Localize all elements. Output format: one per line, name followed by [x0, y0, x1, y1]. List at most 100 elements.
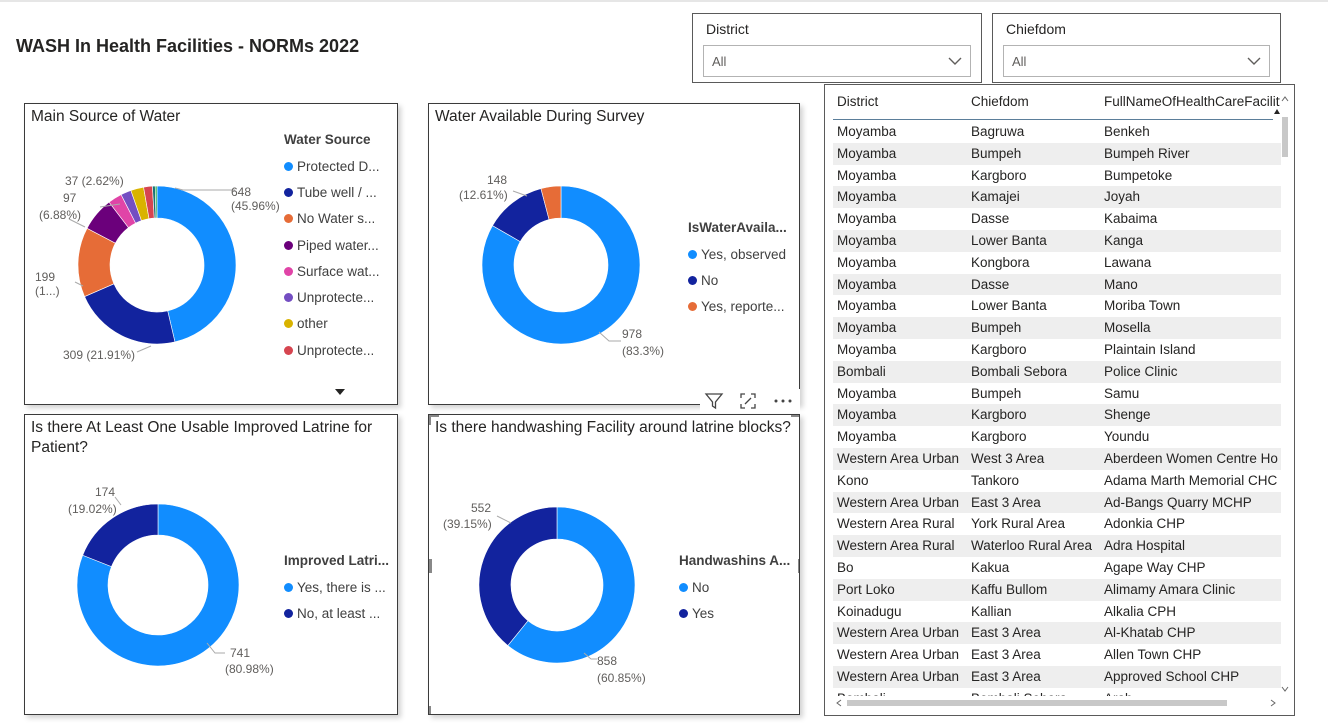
legend-item[interactable]: Yes, reporte...: [688, 294, 787, 320]
chiefdom-slicer[interactable]: Chiefdom All: [992, 13, 1281, 83]
legend-item[interactable]: Surface wat...: [284, 258, 380, 284]
chiefdom-cell: Lower Banta: [971, 232, 1047, 248]
district-dropdown[interactable]: All: [703, 45, 971, 77]
improved-latrine-card[interactable]: Is there At Least One Usable Improved La…: [24, 414, 398, 715]
table-row[interactable]: Western Area Urban East 3 Area Approved Sc…: [833, 665, 1281, 688]
scroll-right-icon[interactable]: [1269, 699, 1277, 707]
table-row[interactable]: Bombali Bombali SeboraArab: [833, 688, 1281, 696]
district-cell: Moyamba: [837, 254, 897, 270]
table-row[interactable]: Moyamba Lower Banta Kanga: [833, 229, 1281, 252]
table-row[interactable]: Moyamba Bagruwa Benkeh: [833, 121, 1281, 143]
legend-title: IsWaterAvaila...: [688, 220, 787, 235]
table-row[interactable]: Moyamba Kongbora Lawana: [833, 252, 1281, 274]
resize-handle[interactable]: [429, 559, 432, 573]
table-row[interactable]: Western Area Rural Waterloo Rural Area Adr…: [833, 535, 1281, 557]
more-options-icon[interactable]: [772, 391, 794, 411]
horizontal-scrollbar[interactable]: [833, 697, 1281, 709]
vertical-scrollbar[interactable]: [1280, 95, 1290, 695]
scrollbar-thumb[interactable]: [1282, 117, 1288, 157]
leader-line: [512, 190, 528, 197]
scroll-left-icon[interactable]: [835, 699, 843, 707]
donut-slice[interactable]: [76, 503, 240, 667]
handwashing-legend[interactable]: Handwashins A... No Yes: [679, 553, 790, 627]
table-row[interactable]: Kono Tankoro Adama Marth Memorial CHC: [833, 470, 1281, 492]
donut-slice[interactable]: [478, 506, 558, 646]
donut-slice[interactable]: [82, 503, 159, 568]
legend-item[interactable]: No: [679, 574, 790, 600]
table-row[interactable]: Moyamba Kamajei Joyah: [833, 186, 1281, 209]
legend-item[interactable]: Piped water...: [284, 232, 380, 258]
table-row[interactable]: Moyamba Kargboro Bumpetoke: [833, 165, 1281, 187]
legend-item[interactable]: other: [284, 311, 380, 337]
legend-scroll-down-icon[interactable]: [334, 388, 346, 396]
table-row[interactable]: Western Area Rural York Rural Area Adonkia…: [833, 513, 1281, 535]
legend-item[interactable]: No: [688, 267, 787, 293]
water-available-card[interactable]: Water Available During Survey 148 (12.61…: [428, 103, 800, 405]
table-row[interactable]: Port Loko Kaffu Bullom Alimamy Amara Clini…: [833, 578, 1281, 601]
chevron-down-icon[interactable]: [1245, 52, 1263, 70]
scroll-down-icon[interactable]: [1281, 685, 1289, 693]
main-source-of-water-card[interactable]: Main Source of Water 648 (45.96%) 309 (2…: [24, 103, 398, 405]
table-row[interactable]: Moyamba Kargboro Plaintain Island: [833, 339, 1281, 361]
column-header-chiefdom[interactable]: Chiefdom: [971, 94, 1029, 109]
sort-ascending-icon[interactable]: [1273, 107, 1281, 115]
resize-handle[interactable]: [791, 706, 800, 715]
table-row[interactable]: Bombali Bombali Sebora Police Clinic: [833, 360, 1281, 383]
donut-slice[interactable]: [156, 185, 237, 343]
legend-item[interactable]: Unprotecte...: [284, 284, 380, 310]
legend-item[interactable]: Yes, observed: [688, 241, 787, 267]
donut-slice[interactable]: [154, 185, 158, 219]
donut-slice[interactable]: [84, 283, 176, 345]
focus-mode-icon[interactable]: [738, 391, 758, 411]
donut-slice[interactable]: [540, 185, 562, 220]
table-row[interactable]: Moyamba Dasse Mano: [833, 273, 1281, 296]
resize-handle[interactable]: [791, 415, 800, 425]
legend-item[interactable]: No Water s...: [284, 206, 380, 232]
facility-table[interactable]: District Chiefdom FullNameOfHealthCareFa…: [824, 84, 1295, 716]
table-row[interactable]: Western Area Urban West 3 Area Aberdeen Wo…: [833, 447, 1281, 470]
column-header-facility[interactable]: FullNameOfHealthCareFacility: [1104, 94, 1280, 109]
resize-handle[interactable]: [798, 559, 800, 573]
chiefdom-dropdown[interactable]: All: [1003, 45, 1270, 77]
table-row[interactable]: Koinadugu Kallian Alkalia CPH: [833, 601, 1281, 623]
resize-handle[interactable]: [429, 706, 439, 715]
table-row[interactable]: Moyamba Bumpeh Bumpeh River: [833, 142, 1281, 165]
legend-label: No: [692, 579, 710, 595]
handwashing-donut-chart[interactable]: 552 (39.15%) 858 (60.85%): [429, 415, 800, 715]
improved-latrine-donut-chart[interactable]: 174 (19.02%) 741 (80.98%): [25, 415, 398, 715]
table-row[interactable]: Western Area Urban East 3 Area Al-Khatab C…: [833, 622, 1281, 645]
water-available-donut-chart[interactable]: 148 (12.61%) 978 (83.3%): [429, 104, 800, 405]
scroll-up-icon[interactable]: [1281, 95, 1289, 103]
water-available-legend[interactable]: IsWaterAvaila... Yes, observed No Yes, r…: [688, 220, 787, 320]
legend-item[interactable]: No, at least ...: [284, 600, 389, 626]
filter-icon[interactable]: [704, 391, 724, 411]
legend-item[interactable]: Unprotecte...: [284, 337, 380, 363]
table-row[interactable]: Bo Kakua Agape Way CHP: [833, 557, 1281, 579]
table-row[interactable]: Moyamba Bumpeh Samu: [833, 383, 1281, 405]
table-row[interactable]: Moyamba Dasse Kabaima: [833, 208, 1281, 230]
donut-slice[interactable]: [507, 506, 636, 664]
water-source-donut-chart[interactable]: 648 (45.96%) 309 (21.91%) 199 (1...) 97 …: [25, 104, 398, 405]
chevron-down-icon[interactable]: [946, 52, 964, 70]
donut-slice[interactable]: [481, 185, 641, 345]
scrollbar-thumb[interactable]: [847, 700, 1227, 706]
water-source-legend[interactable]: Water Source Protected D... Tube well / …: [284, 132, 380, 363]
resize-handle[interactable]: [429, 415, 439, 425]
legend-item[interactable]: Protected D...: [284, 153, 380, 179]
data-label: 858: [597, 654, 617, 668]
chiefdom-cell: Kargboro: [971, 167, 1027, 183]
facility-cell: Youndu: [1104, 429, 1150, 445]
legend-item[interactable]: Yes: [679, 600, 790, 626]
table-row[interactable]: Moyamba Lower Banta Moriba Town: [833, 295, 1281, 317]
table-row[interactable]: Western Area Urban East 3 Area Allen Town …: [833, 644, 1281, 666]
table-row[interactable]: Western Area Urban East 3 Area Ad-Bangs Qu…: [833, 491, 1281, 514]
legend-item[interactable]: Tube well / ...: [284, 179, 380, 205]
table-row[interactable]: Moyamba Kargboro Shenge: [833, 404, 1281, 427]
improved-latrine-legend[interactable]: Improved Latri... Yes, there is ... No, …: [284, 553, 389, 627]
legend-item[interactable]: Yes, there is ...: [284, 574, 389, 600]
column-header-district[interactable]: District: [837, 94, 879, 109]
handwashing-facility-card[interactable]: Is there handwashing Facility around lat…: [428, 414, 800, 715]
district-slicer[interactable]: District All: [692, 13, 982, 83]
table-row[interactable]: Moyamba Kargboro Youndu: [833, 426, 1281, 448]
table-row[interactable]: Moyamba Bumpeh Mosella: [833, 317, 1281, 339]
